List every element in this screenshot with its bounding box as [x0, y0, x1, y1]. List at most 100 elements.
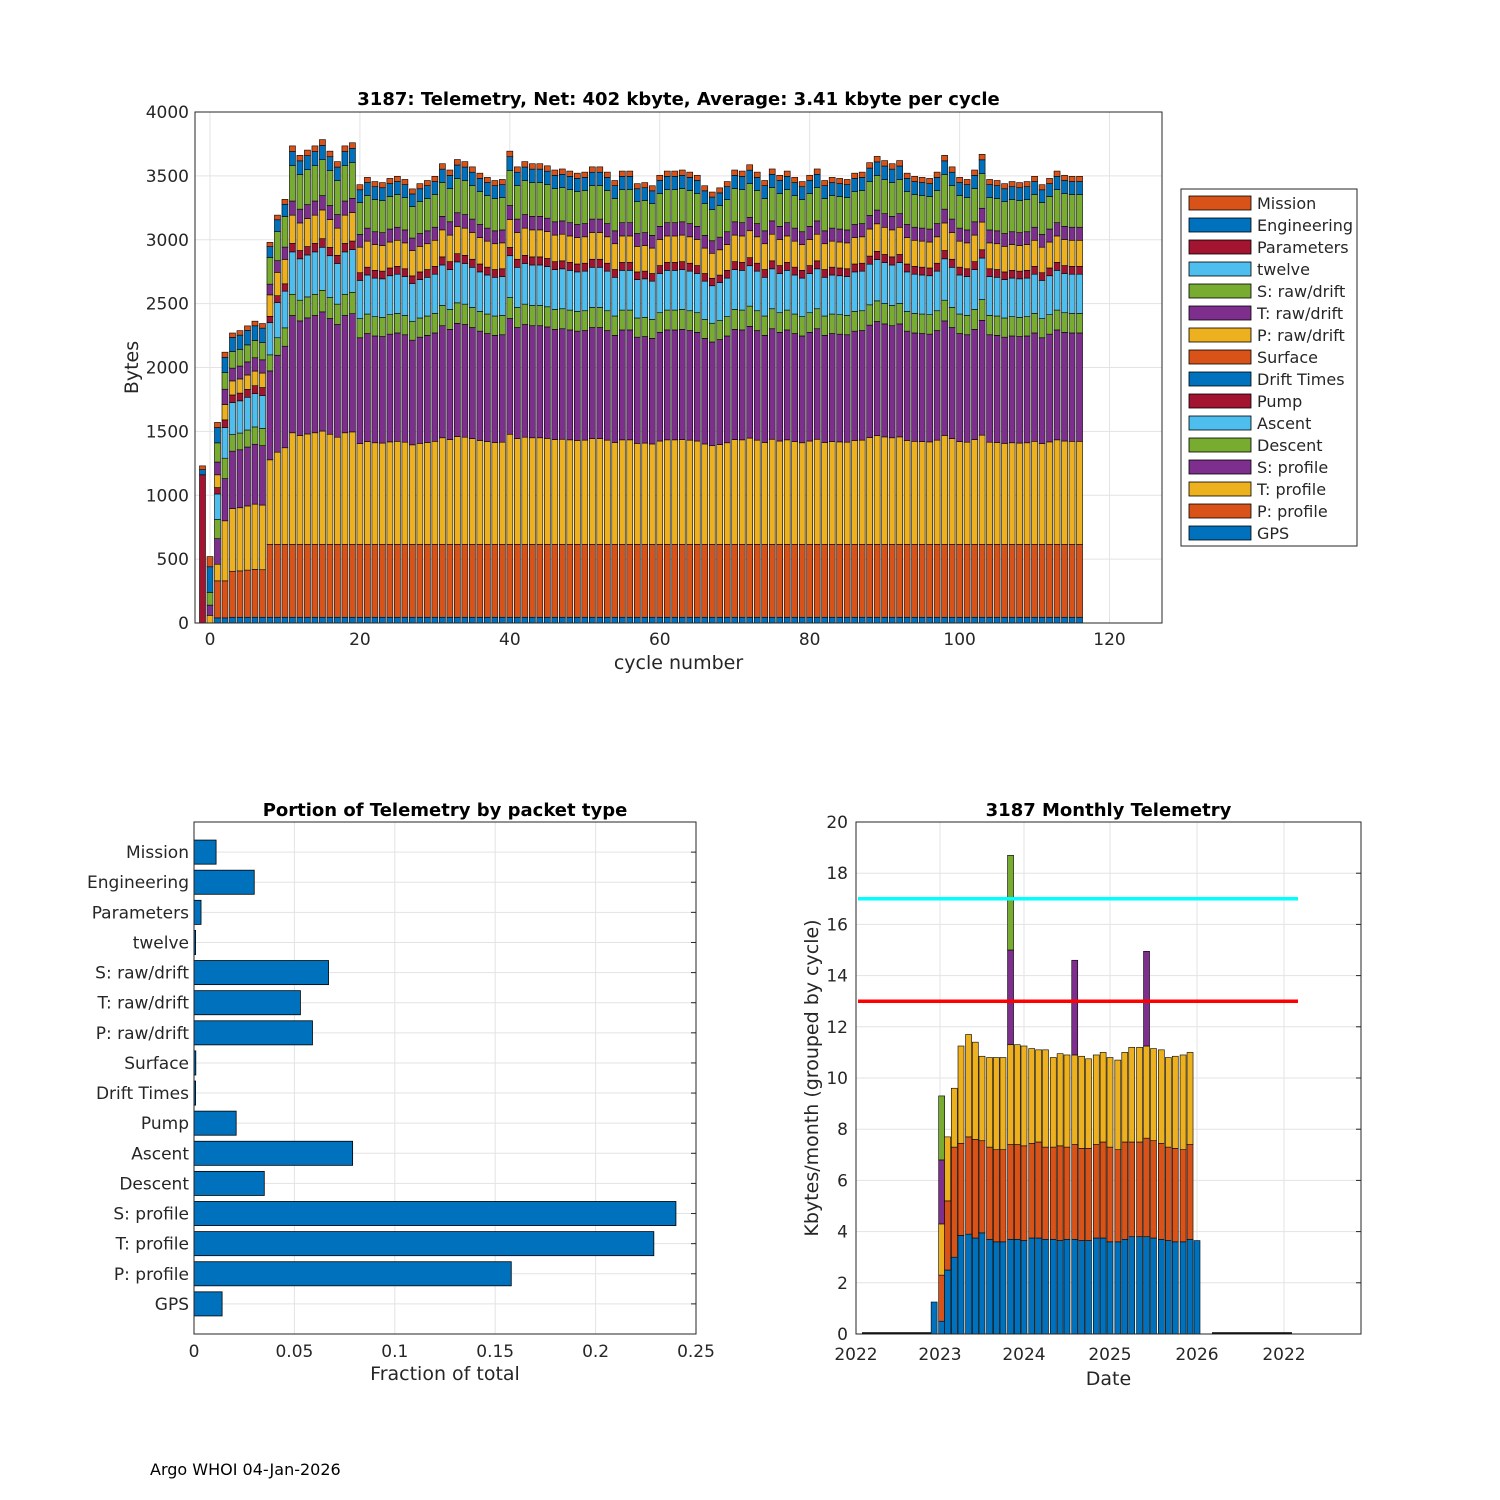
telemetry-bar-segment [469, 327, 476, 439]
telemetry-bar-segment [663, 439, 671, 545]
telemetry-bar-segment [618, 616, 626, 624]
telemetry-bar-segment [221, 372, 229, 390]
monthly-y-tick-label: 18 [826, 864, 848, 884]
telemetry-bar-segment [476, 311, 484, 332]
monthly-y-tick-label: 12 [826, 1018, 848, 1038]
telemetry-bar-segment [364, 441, 371, 545]
telemetry-bar-segment [993, 442, 1001, 545]
telemetry-bar-segment [1001, 188, 1008, 202]
telemetry-bar-segment [678, 221, 686, 236]
telemetry-bar-segment [476, 271, 484, 312]
telemetry-bar-segment [896, 262, 903, 304]
monthly-x-tick-label: 2026 [1175, 1345, 1218, 1365]
telemetry-bar-segment [379, 317, 386, 337]
telemetry-bar-segment [671, 439, 679, 545]
telemetry-bar-segment [978, 159, 986, 174]
telemetry-bar-segment [484, 195, 491, 229]
telemetry-bar-segment [686, 190, 694, 224]
telemetry-bar-segment [821, 335, 828, 443]
telemetry-bar-segment [723, 316, 731, 337]
telemetry-bar-segment [926, 228, 933, 243]
telemetry-bar-segment [289, 151, 296, 166]
telemetry-bar-segment [326, 433, 334, 545]
telemetry-y-tick-label: 2500 [146, 295, 189, 315]
telemetry-bar-segment [888, 256, 896, 266]
telemetry-bar-segment [918, 227, 926, 242]
monthly-bar-segment [999, 1057, 1007, 1150]
telemetry-bar-segment [783, 176, 791, 190]
telemetry-bar-segment [499, 334, 506, 443]
telemetry-bar-segment [469, 166, 476, 173]
telemetry-bar-segment [648, 319, 656, 339]
monthly-bar-segment [1150, 1048, 1157, 1142]
telemetry-bar-segment [409, 206, 416, 239]
telemetry-bar-segment [484, 441, 491, 545]
telemetry-bar-segment [469, 616, 476, 624]
telemetry-bar-segment [244, 389, 251, 398]
telemetry-bar-segment [371, 231, 379, 245]
monthly-bar-segment [965, 1136, 972, 1235]
portion-x-tick-label: 0.25 [677, 1342, 715, 1362]
telemetry-bar-segment [484, 616, 491, 624]
telemetry-bar-segment [356, 189, 364, 203]
telemetry-bar-segment [753, 177, 761, 191]
legend-label: S: raw/drift [1257, 282, 1345, 301]
telemetry-bar-segment [1001, 271, 1008, 280]
telemetry-bar-segment [529, 264, 536, 306]
telemetry-bar-segment [708, 252, 716, 279]
telemetry-bar-segment [1038, 202, 1046, 235]
telemetry-bar-segment [858, 310, 866, 331]
telemetry-bar-segment [588, 616, 596, 624]
telemetry-bar-segment [199, 474, 206, 624]
telemetry-bar-segment [836, 183, 843, 197]
telemetry-bar-segment [911, 441, 918, 545]
telemetry-bar-segment [386, 616, 394, 624]
telemetry-bar-segment [214, 563, 221, 582]
telemetry-bar-segment [214, 422, 221, 428]
monthly-bar-segment [1071, 959, 1079, 1056]
telemetry-bar-segment [574, 237, 581, 265]
monthly-bar-segment [1171, 1148, 1179, 1243]
telemetry-bar-segment [1023, 335, 1031, 444]
telemetry-bar-segment [229, 332, 236, 338]
legend-swatch [1188, 261, 1252, 277]
monthly-bar-segment [1143, 1236, 1150, 1335]
telemetry-bar-segment [843, 544, 851, 618]
telemetry-bar-segment [409, 444, 416, 545]
telemetry-bar-segment [251, 320, 259, 327]
telemetry-bar-segment [491, 442, 499, 545]
telemetry-bar-segment [296, 435, 304, 545]
telemetry-bar-segment [349, 148, 356, 163]
telemetry-bar-segment [401, 544, 409, 618]
telemetry-bar-segment [559, 220, 566, 235]
telemetry-bar-segment [401, 242, 409, 270]
telemetry-bar-segment [993, 180, 1001, 186]
telemetry-bar-segment [379, 336, 386, 444]
telemetry-bar-segment [851, 224, 858, 238]
telemetry-bar-segment [506, 616, 514, 624]
telemetry-bar-segment [701, 319, 709, 339]
telemetry-bar-segment [446, 234, 454, 262]
telemetry-bar-segment [536, 256, 544, 266]
telemetry-bar-segment [296, 174, 304, 210]
telemetry-bar-segment [626, 329, 634, 441]
telemetry-bar-segment [873, 209, 881, 225]
telemetry-bar-segment [633, 443, 641, 545]
telemetry-bar-segment [371, 244, 379, 271]
telemetry-bar-segment [469, 258, 476, 268]
telemetry-bar-segment [484, 333, 491, 442]
telemetry-bar-segment [1053, 544, 1061, 618]
telemetry-bar-segment [791, 333, 798, 442]
telemetry-bar-segment [588, 258, 596, 268]
telemetry-bar-segment [401, 334, 409, 443]
portion-axes-box [193, 821, 697, 1335]
telemetry-bar-segment [341, 616, 349, 624]
telemetry-bar-segment [371, 181, 379, 188]
telemetry-bar-segment [843, 334, 851, 443]
telemetry-bar-segment [431, 313, 439, 334]
telemetry-bar-segment [454, 436, 461, 545]
telemetry-bar-segment [439, 216, 446, 231]
telemetry-bar-segment [896, 303, 903, 325]
telemetry-bar-segment [296, 208, 304, 224]
